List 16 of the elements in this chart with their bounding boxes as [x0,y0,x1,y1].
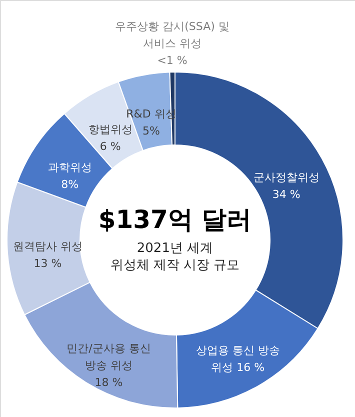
slice-label: 군사정찰위성 [253,170,320,184]
data-label: 6 % [100,140,121,154]
slice-label: 상업용 통신 방송 위성 16 % [196,344,280,374]
data-label: 8% [61,178,79,191]
data-label: <1 % [157,54,188,68]
slice-label: 원격탐사 위성 [12,240,82,253]
data-label: 18 % [94,376,123,389]
data-label: 34 % [272,188,300,201]
data-label: 13 % [34,256,62,270]
slice-label: 항법위성 [88,123,132,136]
text: 2021년 세계 위성체 제작 시장 규모 [110,241,240,273]
slice-label: 과학위성 [48,160,92,174]
text: $137억 달러 [98,205,252,234]
slice-label: 민간/군사용 통신 방송 위성 [66,342,151,372]
data-label: 5% [142,124,160,138]
slice-label: 우주상황 감시(SSA) 및 서비스 위성 [115,20,230,50]
